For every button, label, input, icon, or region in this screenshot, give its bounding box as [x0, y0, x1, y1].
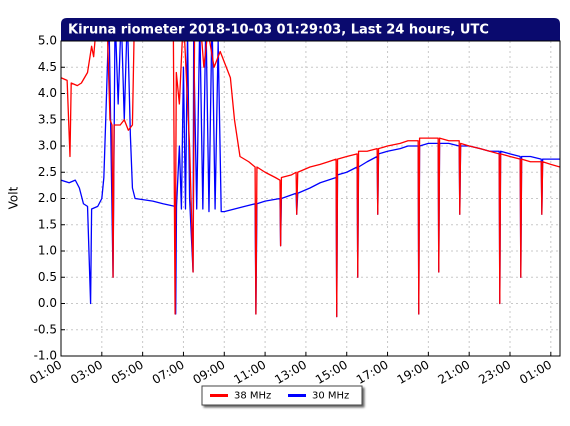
y-tick-label: 4.0: [38, 86, 57, 100]
legend-label: 38 MHz: [234, 391, 271, 402]
y-tick-label: 1.5: [38, 217, 57, 231]
legend-box: [201, 385, 363, 406]
y-tick-label: 2.0: [38, 191, 57, 205]
x-tick-label: 03:00: [68, 358, 105, 387]
y-tick-label: -1.0: [34, 349, 57, 363]
x-tick-label: 23:00: [476, 358, 513, 387]
x-tick-label: 01:00: [517, 358, 554, 387]
plot-frame: [60, 40, 561, 357]
y-tick-label: 3.0: [38, 139, 57, 153]
y-axis-label: Volt: [7, 186, 21, 209]
series-line: [61, 41, 560, 318]
x-tick-label: 11:00: [231, 358, 268, 387]
y-tick-label: 3.5: [38, 112, 57, 126]
chart-title: Kiruna riometer 2018-10-03 01:29:03, Las…: [68, 23, 489, 38]
y-tick-label: 0.5: [38, 270, 57, 284]
y-tick-label: 1.0: [38, 244, 57, 258]
x-tick-label: 19:00: [395, 358, 432, 387]
y-tick-label: 0.0: [38, 296, 57, 310]
y-tick-label: 4.5: [38, 60, 57, 74]
y-tick-label: 2.5: [38, 165, 57, 179]
plot-lines: [61, 41, 560, 318]
title-bar: [61, 18, 560, 41]
x-tick-label: 17:00: [354, 358, 391, 387]
x-tick-label: 13:00: [272, 358, 309, 387]
x-tick-label: 21:00: [435, 358, 472, 387]
y-tick-label: -0.5: [34, 322, 57, 336]
x-tick-label: 07:00: [150, 358, 187, 387]
x-tick-label: 05:00: [109, 358, 146, 387]
y-tick-label: 5.0: [38, 34, 57, 48]
x-tick-label: 09:00: [191, 358, 228, 387]
x-tick-label: 15:00: [313, 358, 350, 387]
series-line: [61, 41, 560, 318]
legend-label: 30 MHz: [312, 391, 349, 402]
legend: 38 MHz 30 MHz: [201, 385, 363, 406]
